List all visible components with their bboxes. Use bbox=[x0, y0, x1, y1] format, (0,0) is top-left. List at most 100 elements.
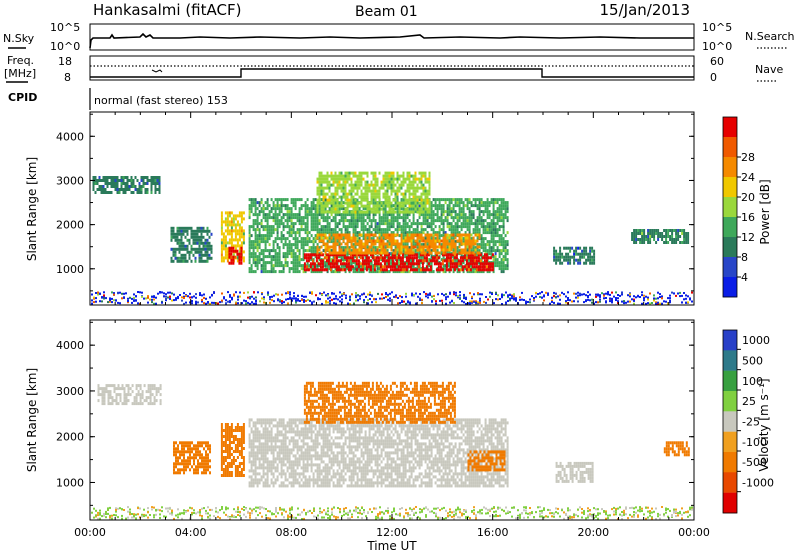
data-cell bbox=[452, 255, 455, 259]
data-cell bbox=[444, 264, 447, 268]
data-cell bbox=[220, 211, 223, 215]
data-cell bbox=[308, 231, 311, 235]
data-cell bbox=[142, 176, 145, 179]
data-cell bbox=[276, 228, 279, 232]
data-cell bbox=[290, 210, 293, 214]
data-cell bbox=[300, 240, 303, 244]
data-cell bbox=[200, 229, 203, 233]
data-cell bbox=[311, 259, 314, 263]
data-cell bbox=[194, 247, 197, 251]
data-cell bbox=[388, 228, 391, 232]
noise-cell bbox=[223, 296, 225, 299]
data-cell bbox=[336, 210, 339, 214]
data-cell bbox=[408, 270, 411, 274]
data-cell bbox=[422, 174, 425, 178]
data-cell bbox=[316, 270, 319, 274]
data-cell bbox=[484, 243, 487, 247]
data-cell bbox=[96, 188, 99, 191]
data-cell bbox=[635, 238, 638, 241]
data-cell bbox=[671, 232, 674, 235]
data-cell bbox=[226, 217, 229, 221]
data-cell bbox=[450, 222, 453, 226]
data-cell bbox=[98, 188, 101, 191]
data-cell bbox=[402, 183, 405, 187]
noise-cell bbox=[221, 299, 223, 302]
noise-cell bbox=[301, 298, 303, 301]
data-cell bbox=[414, 231, 417, 235]
data-cell bbox=[376, 222, 379, 226]
noise-cell bbox=[469, 300, 471, 303]
data-cell bbox=[464, 198, 467, 202]
data-cell bbox=[420, 174, 423, 178]
noise-cell bbox=[211, 301, 213, 304]
data-cell bbox=[331, 265, 334, 269]
data-cell bbox=[469, 256, 472, 260]
data-cell bbox=[439, 265, 442, 269]
data-cell bbox=[467, 253, 470, 257]
noise-cell bbox=[293, 295, 295, 298]
data-cell bbox=[569, 261, 572, 265]
data-cell bbox=[456, 201, 459, 205]
data-cell bbox=[220, 229, 223, 233]
noise-cell bbox=[335, 295, 337, 298]
data-cell bbox=[116, 188, 119, 191]
data-cell bbox=[468, 225, 471, 229]
data-cell bbox=[344, 195, 347, 199]
data-cell bbox=[276, 234, 279, 238]
data-cell bbox=[350, 186, 353, 190]
data-cell bbox=[222, 232, 225, 236]
data-cell bbox=[302, 270, 305, 274]
data-cell bbox=[282, 228, 285, 232]
data-cell bbox=[496, 222, 499, 226]
data-cell bbox=[394, 204, 397, 208]
data-cell bbox=[368, 251, 371, 255]
data-cell bbox=[386, 198, 389, 202]
data-cell bbox=[416, 177, 419, 181]
data-cell bbox=[464, 219, 467, 223]
data-cell bbox=[276, 213, 279, 217]
data-cell bbox=[345, 259, 348, 263]
noise-cell bbox=[389, 299, 391, 302]
data-cell bbox=[424, 198, 427, 202]
data-cell bbox=[448, 261, 451, 265]
data-cell bbox=[477, 259, 480, 263]
data-cell bbox=[492, 222, 495, 226]
data-cell bbox=[390, 231, 393, 235]
data-cell bbox=[365, 259, 368, 263]
noise-cell bbox=[273, 300, 275, 303]
data-cell bbox=[252, 213, 255, 217]
data-cell bbox=[502, 201, 505, 205]
data-cell bbox=[424, 180, 427, 184]
data-cell bbox=[376, 231, 379, 235]
data-cell bbox=[220, 226, 223, 230]
data-cell bbox=[316, 251, 319, 255]
noise-cell bbox=[159, 291, 161, 293]
data-cell bbox=[366, 239, 369, 243]
noise-cell bbox=[245, 302, 247, 305]
data-cell bbox=[456, 249, 459, 253]
data-cell bbox=[330, 183, 333, 187]
data-cell bbox=[284, 243, 287, 247]
data-cell bbox=[355, 268, 358, 272]
data-cell bbox=[332, 174, 335, 178]
data-cell bbox=[234, 229, 237, 233]
data-cell bbox=[442, 219, 445, 223]
data-cell bbox=[461, 268, 464, 272]
data-cell bbox=[356, 213, 359, 217]
data-cell bbox=[288, 234, 291, 238]
data-cell bbox=[290, 225, 293, 229]
data-cell bbox=[424, 201, 427, 205]
data-cell bbox=[404, 251, 407, 255]
data-cell bbox=[334, 245, 337, 249]
data-cell bbox=[418, 242, 421, 246]
noise-cell bbox=[279, 300, 281, 303]
data-cell bbox=[332, 219, 335, 223]
noise-cell bbox=[283, 301, 285, 304]
data-cell bbox=[462, 201, 465, 205]
data-cell bbox=[635, 232, 638, 235]
data-cell bbox=[456, 233, 459, 237]
data-cell bbox=[188, 250, 191, 254]
data-cell bbox=[390, 239, 393, 243]
data-cell bbox=[194, 232, 197, 236]
data-cell bbox=[342, 210, 345, 214]
